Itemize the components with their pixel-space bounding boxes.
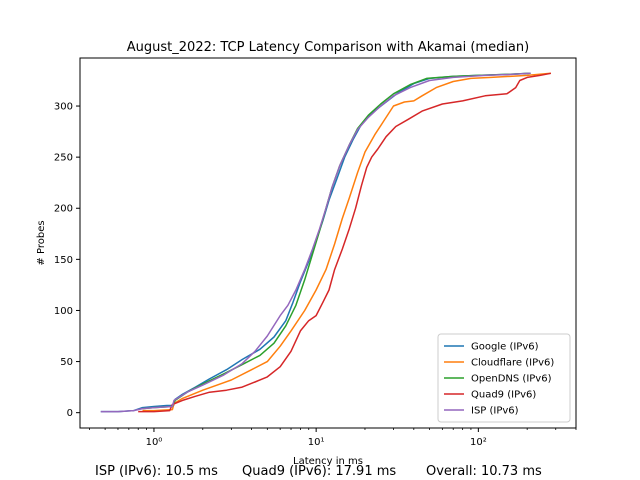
legend-label: Quad9 (IPv6)	[471, 390, 536, 401]
x-tick-label: 10²	[470, 437, 487, 448]
y-ticks: 0 50 100 150 200 250 300	[54, 102, 80, 419]
legend-label: Google (IPv6)	[471, 342, 539, 353]
legend-label: ISP (IPv6)	[471, 406, 519, 417]
y-tick-label: 250	[54, 153, 73, 164]
x-tick-label: 10⁰	[146, 437, 163, 448]
x-axis-label: Latency in ms	[293, 456, 363, 467]
legend-box	[437, 333, 571, 423]
legend: Google (IPv6) Cloudflare (IPv6) OpenDNS (I…	[437, 333, 571, 423]
footer-isp: ISP (IPv6): 10.5 ms	[95, 464, 218, 479]
chart-title: August_2022: TCP Latency Comparison with…	[127, 40, 529, 55]
x-ticks: 10⁰ 10¹ 10²	[89, 428, 577, 448]
series-line-isp-ipv6	[100, 72, 531, 413]
x-tick-label: 10¹	[308, 437, 325, 448]
footer-stats: ISP (IPv6): 10.5 ms Quad9 (IPv6): 17.91 …	[0, 464, 640, 480]
footer-overall: Overall: 10.73 ms	[426, 464, 542, 479]
series-lines	[100, 72, 552, 413]
y-tick-label: 300	[54, 102, 73, 113]
y-tick-label: 50	[60, 357, 73, 368]
y-tick-label: 150	[54, 255, 73, 266]
y-tick-label: 100	[54, 306, 73, 317]
footer-quad9: Quad9 (IPv6): 17.91 ms	[242, 464, 397, 479]
y-tick-label: 200	[54, 204, 73, 215]
series-line-quad9-ipv6	[138, 72, 552, 413]
series-line-cloudflare-ipv6	[142, 72, 551, 412]
y-tick-label: 0	[67, 408, 73, 419]
legend-label: Cloudflare (IPv6)	[471, 358, 554, 369]
y-axis-label: # Probes	[36, 220, 47, 265]
legend-label: OpenDNS (IPv6)	[471, 374, 552, 385]
